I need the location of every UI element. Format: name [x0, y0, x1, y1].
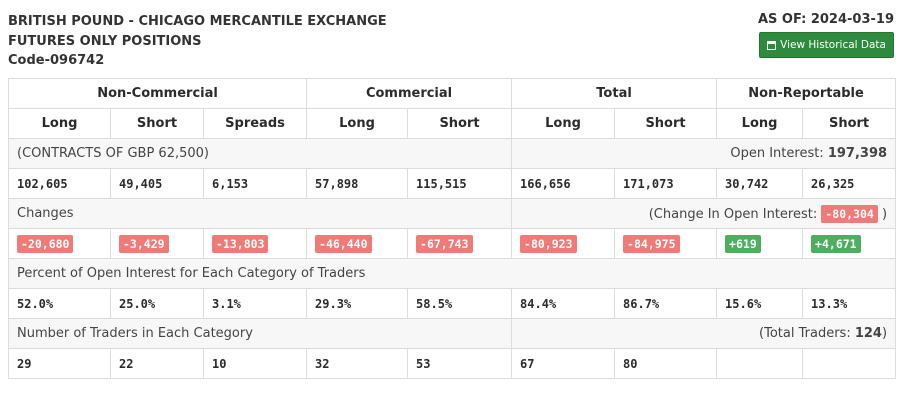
- traders-cell: 32: [306, 348, 409, 379]
- group-header-row: Non-Commercial Commercial Total Non-Repo…: [7, 78, 897, 109]
- subheader-cell: Long: [8, 108, 111, 139]
- change-cell: +4,671: [802, 228, 897, 259]
- positions-row: 102,605 49,405 6,153 57,898 115,515 166,…: [8, 168, 897, 199]
- traders-cell: [716, 348, 804, 379]
- percent-cell: 58.5%: [407, 288, 513, 319]
- contracts-label-row: (CONTRACTS OF GBP 62,500) Open Interest:…: [7, 138, 897, 169]
- traders-cell: 22: [110, 348, 204, 379]
- percent-cell: 13.3%: [802, 288, 897, 319]
- view-historical-data-label: View Historical Data: [780, 39, 886, 51]
- traders-row: 29 22 10 32 53 67 80: [8, 348, 897, 379]
- title-line-2: FUTURES ONLY POSITIONS: [8, 33, 202, 49]
- position-cell: 26,325: [802, 168, 897, 199]
- percent-label: Percent of Open Interest for Each Catego…: [7, 258, 897, 289]
- subheader-cell: Long: [716, 108, 804, 139]
- change-cell: -20,680: [8, 228, 111, 259]
- contracts-label: (CONTRACTS OF GBP 62,500): [7, 138, 513, 169]
- traders-cell: 80: [614, 348, 718, 379]
- group-total: Total: [511, 78, 718, 109]
- traders-label: Number of Traders in Each Category: [7, 318, 513, 349]
- traders-cell: 67: [511, 348, 616, 379]
- change-badge: -20,680: [17, 234, 74, 253]
- total-traders-prefix: (Total Traders:: [759, 326, 851, 341]
- percent-row: 52.0% 25.0% 3.1% 29.3% 58.5% 84.4% 86.7%…: [8, 288, 897, 319]
- subheader-cell: Short: [110, 108, 204, 139]
- percent-cell: 25.0%: [110, 288, 204, 319]
- position-cell: 49,405: [110, 168, 204, 199]
- traders-cell: 29: [8, 348, 111, 379]
- contract-code: Code-096742: [8, 53, 105, 68]
- change-cell: +619: [716, 228, 804, 259]
- group-non-commercial: Non-Commercial: [7, 78, 308, 109]
- position-cell: 102,605: [8, 168, 111, 199]
- subheader-cell: Long: [511, 108, 616, 139]
- change-cell: -67,743: [407, 228, 513, 259]
- change-cell: -46,440: [306, 228, 409, 259]
- change-badge: -84,975: [623, 234, 680, 253]
- report-title: BRITISH POUND - CHICAGO MERCANTILE EXCHA…: [8, 12, 387, 71]
- open-interest-label: Open Interest:: [730, 146, 824, 161]
- percent-cell: 29.3%: [306, 288, 409, 319]
- cot-positions-table: Non-Commercial Commercial Total Non-Repo…: [7, 78, 897, 379]
- calendar-icon: [767, 40, 777, 50]
- total-traders: (Total Traders: 124): [511, 318, 897, 349]
- traders-cell: [802, 348, 897, 379]
- change-cell: -3,429: [110, 228, 204, 259]
- subheader-cell: Spreads: [202, 108, 308, 139]
- percent-cell: 52.0%: [8, 288, 111, 319]
- view-historical-data-button[interactable]: View Historical Data: [759, 32, 894, 58]
- traders-label-row: Number of Traders in Each Category (Tota…: [7, 318, 897, 349]
- change-cell: -84,975: [614, 228, 718, 259]
- total-traders-value: 124: [854, 326, 882, 341]
- position-cell: 166,656: [511, 168, 616, 199]
- change-oi-badge: -80,304: [821, 204, 878, 223]
- subheader-cell: Long: [306, 108, 409, 139]
- position-cell: 30,742: [716, 168, 804, 199]
- change-badge: -3,429: [119, 234, 169, 253]
- traders-cell: 53: [407, 348, 513, 379]
- traders-cell: 10: [202, 348, 308, 379]
- subheader-cell: Short: [614, 108, 718, 139]
- open-interest-value: 197,398: [827, 146, 888, 161]
- subheader-cell: Short: [407, 108, 513, 139]
- change-badge: -67,743: [416, 234, 473, 253]
- change-open-interest: (Change In Open Interest: -80,304 ): [511, 198, 897, 229]
- change-badge: -13,803: [212, 234, 269, 253]
- change-cell: -80,923: [511, 228, 616, 259]
- changes-row: -20,680 -3,429 -13,803 -46,440 -67,743 -…: [8, 228, 897, 259]
- subheader-cell: Short: [802, 108, 897, 139]
- percent-cell: 3.1%: [202, 288, 308, 319]
- position-cell: 6,153: [202, 168, 308, 199]
- as-of-date: AS OF: 2024-03-19: [757, 12, 894, 27]
- position-cell: 115,515: [407, 168, 513, 199]
- group-commercial: Commercial: [306, 78, 513, 109]
- changes-label-row: Changes (Change In Open Interest: -80,30…: [7, 198, 897, 229]
- change-badge: +619: [725, 234, 761, 253]
- change-badge: -80,923: [520, 234, 577, 253]
- change-cell: -13,803: [202, 228, 308, 259]
- change-oi-suffix: ): [881, 206, 888, 222]
- percent-label-row: Percent of Open Interest for Each Catego…: [7, 258, 897, 289]
- title-line-1: BRITISH POUND - CHICAGO MERCANTILE EXCHA…: [8, 14, 387, 29]
- change-oi-prefix: (Change In Open Interest:: [648, 206, 818, 222]
- subheader-row: Long Short Spreads Long Short Long Short…: [8, 108, 897, 139]
- position-cell: 57,898: [306, 168, 409, 199]
- change-badge: -46,440: [315, 234, 372, 253]
- percent-cell: 84.4%: [511, 288, 616, 319]
- percent-cell: 86.7%: [614, 288, 718, 319]
- percent-cell: 15.6%: [716, 288, 804, 319]
- open-interest: Open Interest: 197,398: [511, 138, 897, 169]
- group-non-reportable: Non-Reportable: [716, 78, 897, 109]
- change-badge: +4,671: [811, 234, 861, 253]
- position-cell: 171,073: [614, 168, 718, 199]
- total-traders-suffix: ): [881, 326, 888, 341]
- changes-label: Changes: [7, 198, 513, 229]
